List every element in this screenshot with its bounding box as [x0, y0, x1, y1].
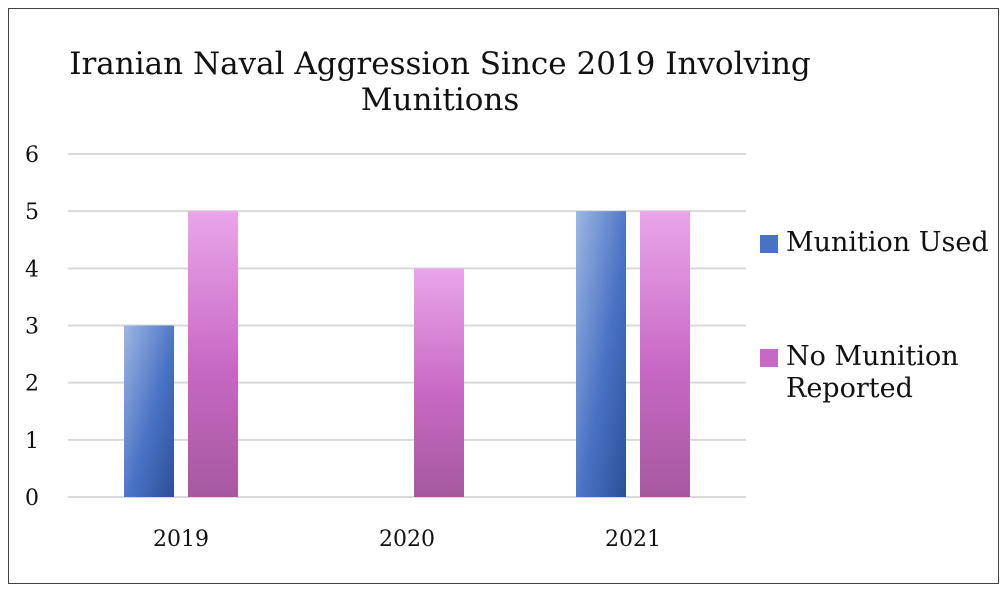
x-tick-label: 2019 [153, 527, 209, 552]
bar-2019-series-0 [124, 325, 174, 497]
y-tick-label: 0 [25, 486, 39, 511]
legend-swatch-no-munition-reported [760, 349, 778, 367]
y-tick-label: 1 [25, 429, 39, 454]
legend-label-no-munition-reported: No Munition Reported [786, 341, 959, 404]
bar-2020-series-1 [414, 268, 464, 497]
legend-swatch-munition-used [760, 235, 778, 253]
bar-2021-series-1 [640, 211, 690, 497]
y-axis-ticks: 0 1 2 3 4 5 6 [25, 143, 39, 511]
y-tick-label: 5 [25, 200, 39, 225]
y-tick-label: 4 [25, 257, 39, 282]
bars [124, 211, 690, 497]
y-tick-label: 3 [25, 315, 39, 340]
y-tick-label: 2 [25, 372, 39, 397]
gridlines [68, 153, 746, 498]
x-axis-ticks: 2019 2020 2021 [153, 527, 661, 552]
x-tick-label: 2020 [379, 527, 435, 552]
x-tick-label: 2021 [605, 527, 661, 552]
chart-title-line-1: Iranian Naval Aggression Since 2019 Invo… [69, 46, 811, 82]
y-tick-label: 6 [25, 143, 39, 168]
legend-label-munition-used: Munition Used [786, 227, 989, 258]
chart-title: Iranian Naval Aggression Since 2019 Invo… [60, 46, 820, 118]
chart-title-line-2: Munitions [360, 82, 520, 118]
bar-2019-series-1 [188, 211, 238, 497]
bar-2021-series-0 [576, 211, 626, 497]
